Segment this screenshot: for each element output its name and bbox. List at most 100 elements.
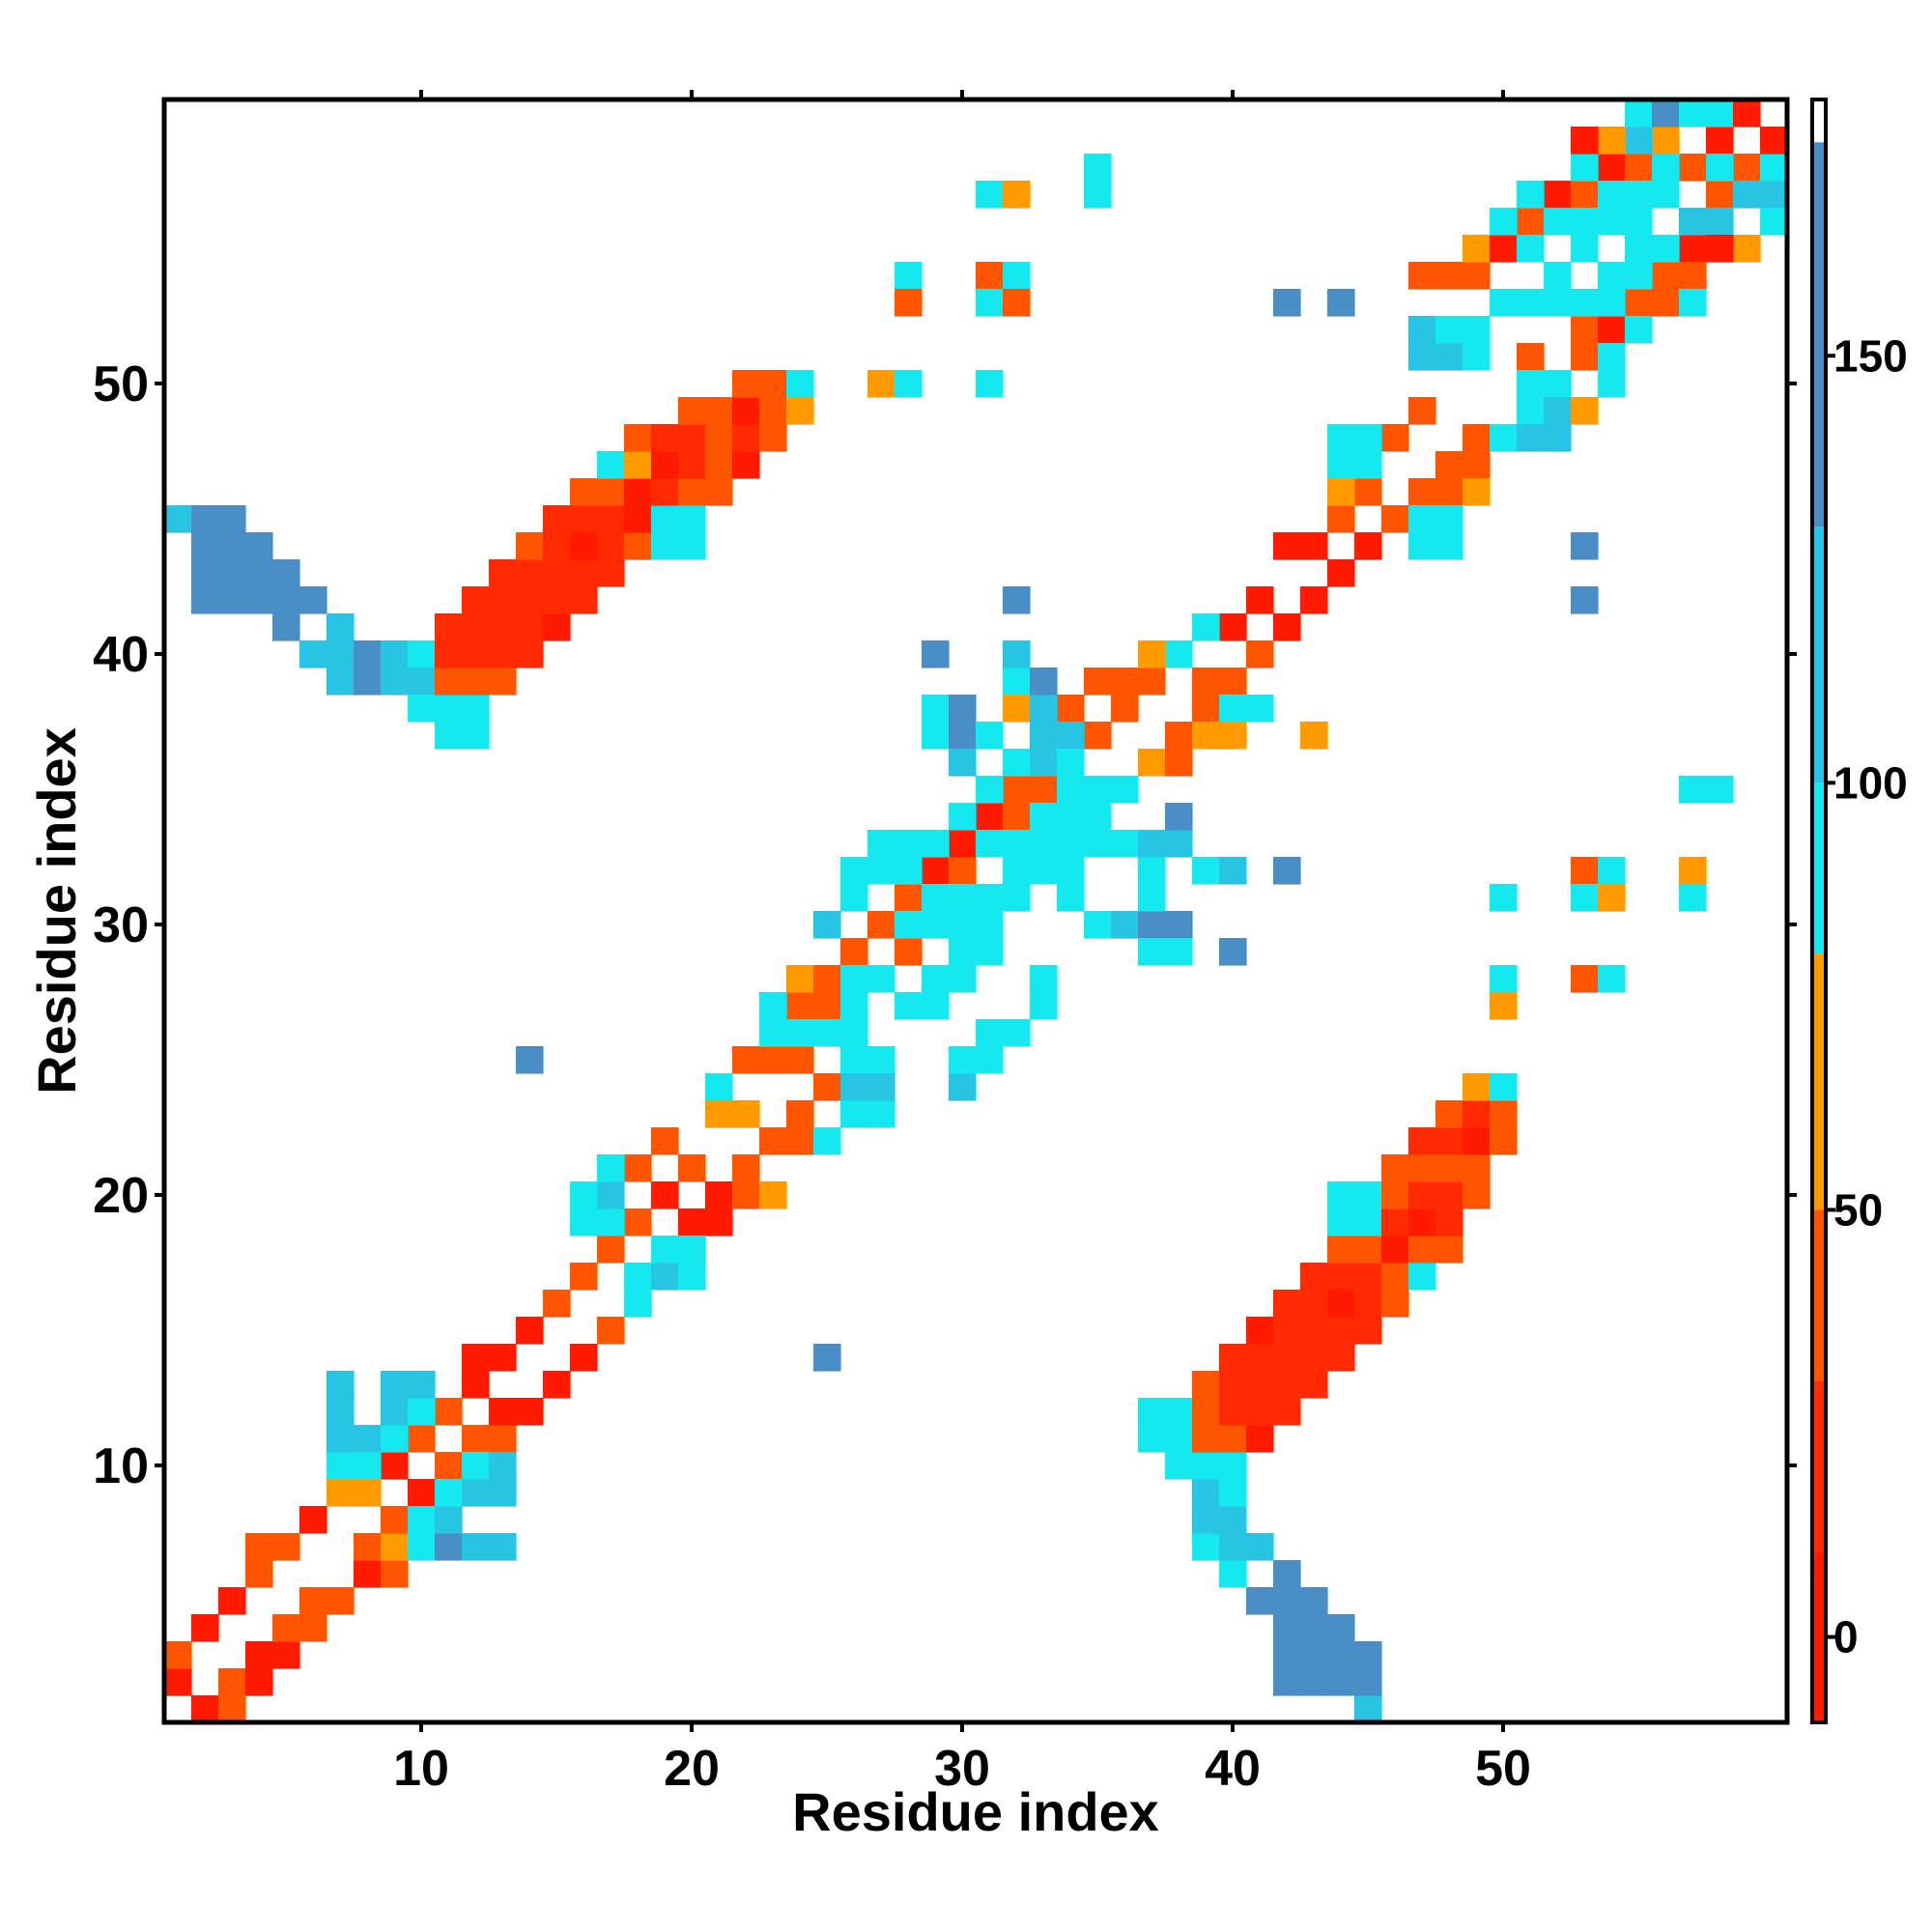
heatmap-cell xyxy=(1571,532,1599,560)
heatmap-cell xyxy=(1381,505,1409,533)
heatmap-cell xyxy=(218,505,246,533)
heatmap-cell xyxy=(1381,1208,1409,1236)
heatmap-cell xyxy=(381,1371,409,1399)
heatmap-cell xyxy=(1030,830,1058,858)
heatmap-cell xyxy=(1300,1290,1328,1318)
heatmap-cell xyxy=(435,1479,463,1507)
heatmap-cell xyxy=(272,1614,300,1642)
x-tick-label: 50 xyxy=(1475,1741,1531,1797)
heatmap-cell xyxy=(1192,1533,1220,1561)
heatmap-cell xyxy=(1246,1425,1274,1453)
heatmap-cell xyxy=(354,640,382,668)
heatmap-cell xyxy=(381,1533,409,1561)
heatmap-cell xyxy=(732,397,760,425)
heatmap-cell xyxy=(1327,478,1355,506)
heatmap-cell xyxy=(191,1695,219,1723)
heatmap-cell xyxy=(1111,911,1139,939)
heatmap-cell xyxy=(1408,1236,1436,1264)
heatmap-cell xyxy=(759,1181,787,1209)
heatmap-cell xyxy=(1084,668,1112,696)
heatmap-cell xyxy=(1273,1371,1301,1399)
heatmap-cell xyxy=(1381,1236,1409,1264)
heatmap-cell xyxy=(1057,749,1085,777)
heatmap-cell xyxy=(1219,938,1247,966)
heatmap-cell xyxy=(1219,857,1247,885)
heatmap-cell xyxy=(1706,99,1734,128)
heatmap-cell xyxy=(1435,505,1463,533)
heatmap-cell xyxy=(1084,911,1112,939)
heatmap-cell xyxy=(1057,857,1085,885)
heatmap-cell xyxy=(732,1100,760,1128)
heatmap-cell xyxy=(1084,776,1112,804)
heatmap-cell xyxy=(1111,776,1139,804)
heatmap-cell xyxy=(1435,532,1463,560)
heatmap-cell xyxy=(1435,1154,1463,1182)
heatmap-cell xyxy=(1435,262,1463,290)
heatmap-cell xyxy=(245,1668,273,1696)
heatmap-cell xyxy=(462,1344,490,1372)
heatmap-cell xyxy=(164,1641,192,1669)
heatmap-cell xyxy=(678,451,706,479)
heatmap-cell xyxy=(462,640,490,668)
heatmap-cell xyxy=(1246,1344,1274,1372)
colorbar-band xyxy=(1812,99,1826,143)
heatmap-cell xyxy=(840,992,868,1020)
heatmap-cell xyxy=(732,1046,760,1074)
heatmap-cell xyxy=(1408,532,1436,560)
heatmap-cell xyxy=(759,992,787,1020)
heatmap-cell xyxy=(1057,884,1085,912)
heatmap-cell xyxy=(462,1479,490,1507)
heatmap-cell xyxy=(1003,749,1031,777)
heatmap-cell xyxy=(272,613,300,641)
heatmap-cell xyxy=(1219,1344,1247,1372)
heatmap-cell xyxy=(516,532,544,560)
heatmap-cell xyxy=(1598,370,1626,398)
heatmap-cell xyxy=(462,1452,490,1480)
heatmap-cell xyxy=(381,668,409,696)
heatmap-cell xyxy=(1327,289,1355,317)
heatmap-cell xyxy=(1327,1641,1355,1669)
heatmap-cell xyxy=(678,478,706,506)
heatmap-cell xyxy=(976,1046,1004,1074)
heatmap-cell xyxy=(1192,1371,1220,1399)
heatmap-cell xyxy=(1030,857,1058,885)
heatmap-cell xyxy=(1652,181,1680,209)
heatmap-cell xyxy=(1219,695,1247,723)
heatmap-cell xyxy=(624,1154,652,1182)
heatmap-cell xyxy=(327,1398,355,1426)
heatmap-cell xyxy=(1003,803,1031,831)
heatmap-cell xyxy=(1408,1208,1436,1236)
heatmap-cell xyxy=(1165,803,1193,831)
y-axis-title: Residue index xyxy=(26,727,87,1094)
heatmap-cell xyxy=(570,1208,598,1236)
heatmap-cell xyxy=(1111,830,1139,858)
heatmap-cell xyxy=(732,424,760,452)
heatmap-cell xyxy=(1138,1425,1166,1453)
heatmap-cell xyxy=(1327,1344,1355,1372)
heatmap-cell xyxy=(678,397,706,425)
heatmap-cell xyxy=(597,451,625,479)
heatmap-cell xyxy=(1490,1100,1518,1128)
heatmap-cell xyxy=(1003,262,1031,290)
heatmap-cell xyxy=(1354,424,1382,452)
heatmap-cell xyxy=(1760,208,1788,236)
heatmap-cell xyxy=(1165,1398,1193,1426)
heatmap-cell xyxy=(543,613,571,641)
heatmap-cell xyxy=(1490,884,1518,912)
heatmap-cell xyxy=(1571,857,1599,885)
heatmap-cell xyxy=(408,1425,436,1453)
heatmap-cell xyxy=(922,992,950,1020)
heatmap-cell xyxy=(435,1506,463,1534)
heatmap-cell xyxy=(1003,1019,1031,1047)
heatmap-cell xyxy=(1435,1236,1463,1264)
heatmap-cell xyxy=(1408,397,1436,425)
heatmap-cell xyxy=(840,1019,868,1047)
heatmap-cell xyxy=(1219,1560,1247,1588)
heatmap-cell xyxy=(272,586,300,614)
heatmap-cell xyxy=(1679,289,1707,317)
heatmap-cell xyxy=(1435,343,1463,371)
heatmap-cell xyxy=(1354,1208,1382,1236)
heatmap-cell xyxy=(840,884,868,912)
colorbar-frame xyxy=(1810,98,1828,1724)
heatmap-cell xyxy=(1273,532,1301,560)
